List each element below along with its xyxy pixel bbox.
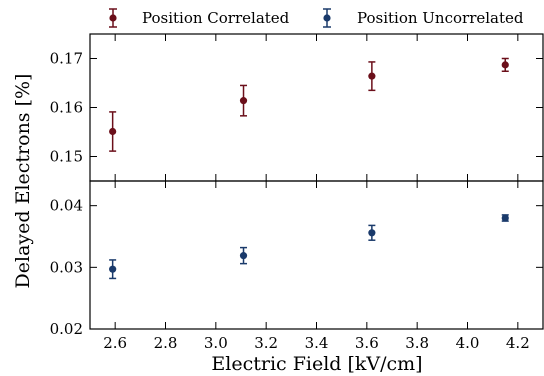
y-tick-label-bottom-1: 0.03 xyxy=(50,258,83,276)
x-tick-label-5: 3.6 xyxy=(355,334,379,352)
y-tick-label-top-2: 0.17 xyxy=(50,50,83,68)
y-tick-label-top-1: 0.16 xyxy=(50,99,83,117)
x-tick-label-0: 2.6 xyxy=(103,334,127,352)
legend-item-correlated: Position Correlated xyxy=(109,8,290,28)
x-tick-labels: 2.6 2.8 3.0 3.2 3.4 3.6 3.8 4.0 4.2 xyxy=(103,334,530,352)
panel-bottom: 0.02 0.03 0.04 xyxy=(50,180,544,338)
data-point-top-3 xyxy=(501,61,509,69)
data-point-bottom-0 xyxy=(109,265,117,273)
x-tick-label-1: 2.8 xyxy=(154,334,178,352)
panel-top: 0.15 0.16 0.17 xyxy=(50,33,544,182)
x-tick-label-6: 3.8 xyxy=(405,334,429,352)
data-point-bottom-1 xyxy=(239,252,248,260)
x-tick-label-8: 4.2 xyxy=(506,334,530,352)
legend-label-correlated: Position Correlated xyxy=(142,9,290,27)
data-point-bottom-3 xyxy=(501,214,509,222)
y-axis-label: Delayed Electrons [%] xyxy=(12,74,34,289)
x-tick-label-4: 3.4 xyxy=(305,334,329,352)
x-tick-label-7: 4.0 xyxy=(456,334,480,352)
y-tick-label-bottom-2: 0.04 xyxy=(50,197,83,215)
y-tick-label-bottom-0: 0.02 xyxy=(50,320,83,338)
legend-item-uncorrelated: Position Uncorrelated xyxy=(323,8,524,28)
data-point-top-1 xyxy=(239,97,248,105)
data-point-top-2 xyxy=(368,72,376,80)
panel-frame-bottom xyxy=(89,180,544,330)
legend-label-uncorrelated: Position Uncorrelated xyxy=(357,9,524,27)
x-tick-label-3: 3.2 xyxy=(254,334,278,352)
legend-marker-correlated xyxy=(109,14,117,22)
panel-frame-top xyxy=(89,33,544,182)
x-tick-label-2: 3.0 xyxy=(204,334,228,352)
y-tick-label-top-0: 0.15 xyxy=(50,148,83,166)
x-axis-label: Electric Field [kV/cm] xyxy=(211,353,422,375)
data-point-top-0 xyxy=(109,127,117,136)
data-point-bottom-2 xyxy=(368,229,376,237)
legend: Position Correlated Position Uncorrelate… xyxy=(109,8,524,28)
legend-marker-uncorrelated xyxy=(323,14,331,22)
